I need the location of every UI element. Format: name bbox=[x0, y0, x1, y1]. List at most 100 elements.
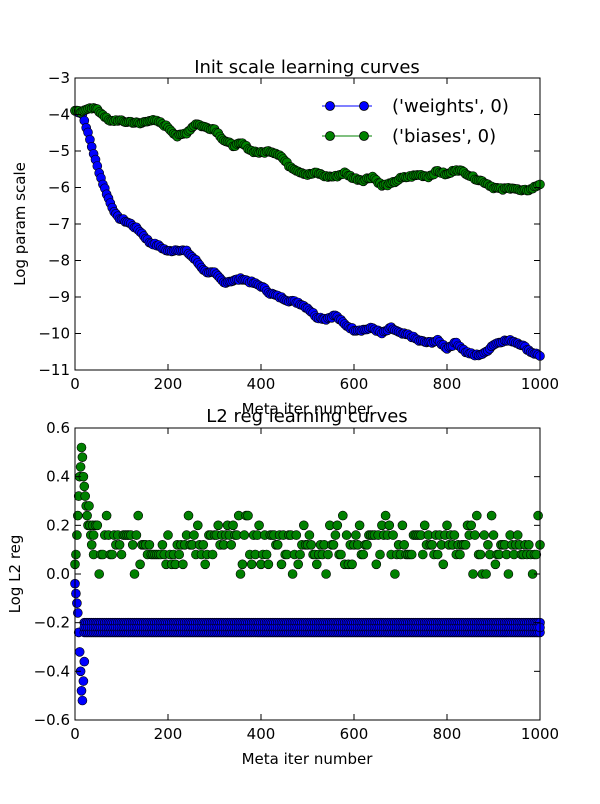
biases-point bbox=[183, 510, 194, 521]
biases-point bbox=[79, 481, 90, 492]
biases-point bbox=[399, 539, 410, 550]
biases-point bbox=[291, 530, 302, 540]
biases-point bbox=[239, 530, 250, 540]
chart-init-scale: Init scale learning curves 0 200 400 600 800… bbox=[11, 57, 559, 418]
weights-point bbox=[74, 647, 85, 657]
weights-point bbox=[78, 676, 89, 686]
y-tick-label: −6 bbox=[48, 179, 70, 197]
biases-point bbox=[163, 530, 173, 540]
biases-point bbox=[174, 549, 184, 560]
legend-label-weights: ('weights', 0) bbox=[392, 96, 509, 117]
biases-point bbox=[272, 539, 283, 550]
biases-point bbox=[86, 539, 97, 550]
biases-point bbox=[235, 569, 246, 579]
biases-point bbox=[178, 559, 188, 570]
biases-point bbox=[321, 569, 331, 579]
y-tick-label: −10 bbox=[38, 325, 70, 343]
biases-point bbox=[127, 539, 138, 550]
biases-point bbox=[470, 530, 480, 540]
biases-point bbox=[347, 559, 357, 570]
biases-point bbox=[92, 520, 103, 531]
biases-point bbox=[198, 539, 209, 550]
weights-point bbox=[76, 685, 87, 696]
biases-point bbox=[328, 539, 339, 550]
biases-point bbox=[237, 559, 248, 570]
x-tick-label: 400 bbox=[247, 375, 276, 393]
chart2-xlabel: Meta iter number bbox=[242, 750, 374, 768]
biases-point bbox=[311, 559, 322, 570]
biases-point bbox=[77, 452, 88, 463]
biases-point bbox=[371, 559, 382, 570]
biases-point bbox=[455, 549, 465, 560]
chart2-ylabel: Log L2 reg bbox=[6, 535, 24, 614]
biases-point bbox=[460, 539, 471, 550]
y-tick-label: −7 bbox=[48, 215, 70, 233]
biases-point bbox=[263, 559, 274, 570]
y-tick-label: 0.6 bbox=[46, 419, 70, 437]
biases-point bbox=[488, 530, 499, 540]
biases-point bbox=[362, 539, 372, 550]
y-tick-label: −0.6 bbox=[34, 711, 70, 729]
y-tick-label: 0.2 bbox=[46, 516, 70, 534]
chart2-plot-area bbox=[70, 442, 545, 706]
x-tick-label: 1000 bbox=[521, 375, 559, 393]
biases-point bbox=[75, 462, 86, 472]
biases-point bbox=[94, 569, 104, 579]
legend-marker-biases bbox=[325, 131, 335, 141]
x-tick-label: 200 bbox=[154, 725, 183, 743]
biases-point bbox=[135, 559, 145, 570]
y-tick-label: −11 bbox=[38, 361, 70, 379]
biases-point bbox=[531, 549, 542, 560]
biases-point bbox=[276, 559, 287, 570]
biases-point bbox=[438, 559, 449, 570]
biases-point bbox=[337, 510, 348, 521]
y-tick-label: −3 bbox=[48, 69, 70, 87]
biases-point bbox=[261, 549, 272, 560]
biases-point bbox=[72, 530, 82, 540]
chart1-ylabel: Log param scale bbox=[11, 162, 29, 286]
biases-point bbox=[243, 510, 253, 521]
biases-point bbox=[293, 559, 304, 570]
biases-point bbox=[107, 549, 117, 560]
legend-marker-weights bbox=[325, 101, 335, 111]
biases-point bbox=[88, 530, 99, 540]
biases-point bbox=[330, 530, 341, 540]
biases-point bbox=[486, 510, 497, 521]
biases-point bbox=[84, 501, 94, 511]
biases-point bbox=[358, 549, 369, 560]
biases-point bbox=[306, 539, 317, 550]
biases-point bbox=[336, 549, 346, 560]
biases-point bbox=[189, 530, 199, 540]
y-tick-label: −0.4 bbox=[34, 662, 70, 680]
y-tick-label: 0.4 bbox=[46, 468, 70, 486]
biases-point bbox=[114, 539, 125, 550]
x-tick-label: 600 bbox=[340, 375, 369, 393]
weights-point bbox=[73, 608, 83, 618]
biases-point bbox=[523, 539, 534, 550]
biases-point bbox=[341, 530, 352, 540]
y-tick-label: −4 bbox=[48, 106, 70, 124]
biases-point bbox=[384, 520, 395, 531]
x-tick-label: 0 bbox=[70, 725, 80, 743]
biases-point bbox=[479, 530, 490, 540]
biases-point bbox=[417, 549, 428, 560]
weights-point bbox=[77, 695, 88, 706]
biases-point bbox=[131, 530, 142, 540]
biases-point bbox=[533, 510, 543, 521]
weights-point bbox=[72, 598, 82, 609]
biases-point bbox=[390, 569, 400, 579]
biases-point bbox=[193, 520, 203, 531]
biases-point bbox=[207, 549, 218, 560]
biases-point bbox=[200, 559, 210, 570]
biases-point bbox=[490, 559, 501, 570]
y-tick-label: −9 bbox=[48, 288, 70, 306]
biases-point bbox=[80, 491, 90, 501]
biases-point bbox=[432, 549, 443, 560]
legend-marker-weights-2 bbox=[359, 101, 369, 111]
biases-point bbox=[483, 539, 493, 550]
biases-point bbox=[354, 520, 365, 531]
biases-point bbox=[503, 569, 514, 579]
biases-point bbox=[298, 520, 309, 531]
biases-point bbox=[468, 569, 478, 579]
